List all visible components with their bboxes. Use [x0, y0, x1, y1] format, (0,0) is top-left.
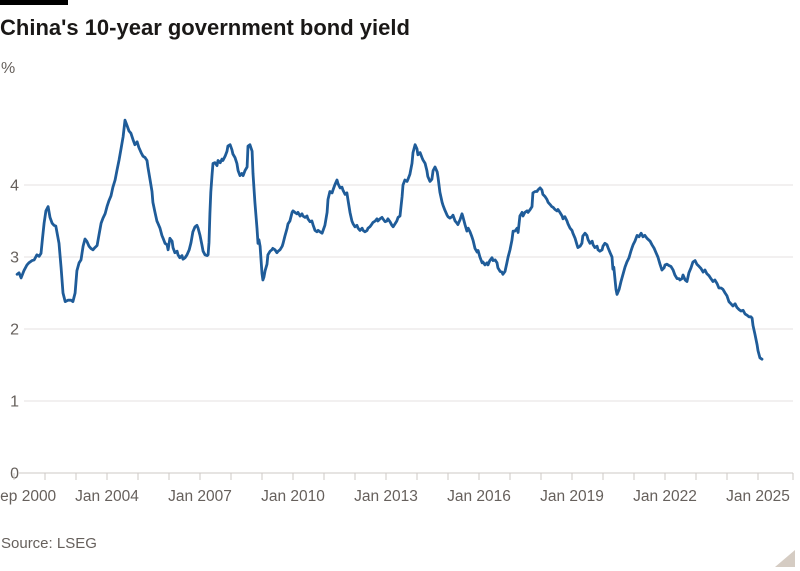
y-axis-tick-label: 3 [10, 250, 19, 267]
x-axis-tick-label: Jan 2025 [726, 488, 790, 505]
yield-line-series [15, 118, 764, 361]
x-axis-tick-label: Jan 2022 [633, 488, 697, 505]
chart-title: China's 10-year government bond yield [0, 15, 410, 40]
x-axis-tick-label: Sep 2000 [0, 488, 57, 505]
y-axis-tick-label: 4 [10, 178, 19, 195]
x-axis-tick-label: Jan 2010 [261, 488, 325, 505]
resize-grip-icon [775, 550, 795, 567]
x-axis-tick-label: Jan 2016 [447, 488, 511, 505]
accent-bar [0, 0, 68, 5]
x-axis-tick-label: Jan 2007 [168, 488, 232, 505]
y-axis-unit-label: % [1, 60, 16, 77]
y-axis-tick-label: 0 [10, 466, 19, 483]
source-note: Source: LSEG [1, 535, 97, 552]
x-axis-tick-label: Jan 2013 [354, 488, 418, 505]
x-axis-tick-label: Jan 2004 [75, 488, 139, 505]
y-axis-tick-label: 1 [10, 394, 19, 411]
y-axis-tick-label: 2 [10, 322, 19, 339]
x-axis-tick-label: Jan 2019 [540, 488, 604, 505]
